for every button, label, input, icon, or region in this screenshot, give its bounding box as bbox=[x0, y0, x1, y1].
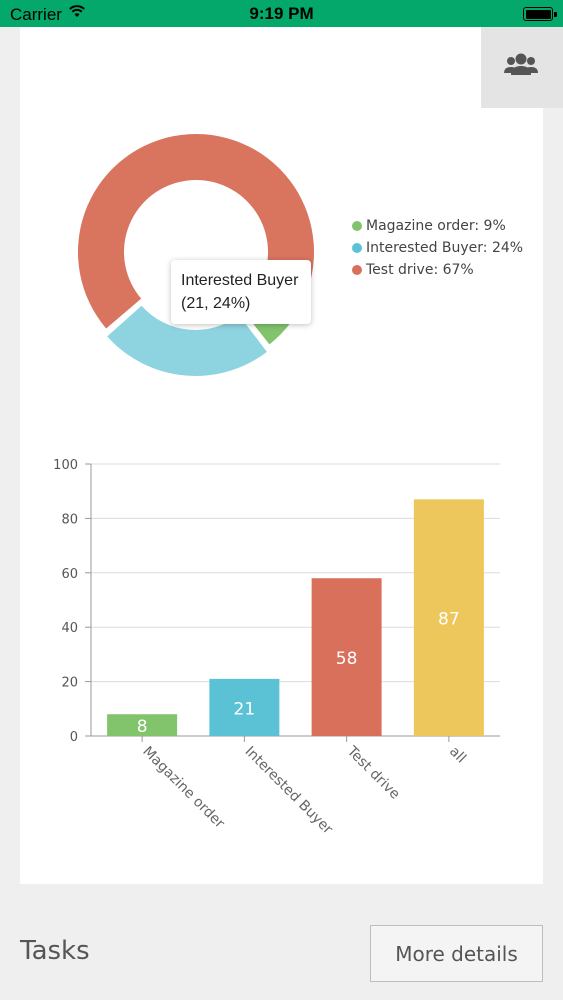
bar-value-label: 58 bbox=[336, 649, 358, 669]
y-tick-label: 0 bbox=[70, 730, 78, 745]
clock: 9:19 PM bbox=[249, 4, 314, 23]
x-tick-label: Magazine order bbox=[139, 744, 227, 832]
y-tick-label: 80 bbox=[61, 512, 78, 527]
tooltip-value: (21, 24%) bbox=[181, 295, 251, 312]
legend-dot bbox=[352, 243, 362, 253]
bar-all[interactable] bbox=[413, 499, 484, 736]
dashboard-card bbox=[20, 27, 543, 884]
tooltip-title: Interested Buyer bbox=[181, 272, 299, 289]
bar-test-drive[interactable] bbox=[311, 578, 382, 736]
legend-item-interested-buyer[interactable]: Interested Buyer: 24% bbox=[352, 237, 523, 259]
status-bar: Carrier 9:19 PM bbox=[0, 0, 563, 27]
y-tick-label: 40 bbox=[61, 621, 78, 636]
group-button[interactable] bbox=[481, 27, 563, 108]
bar-chart: 0 20 40 60 80 100 8 Magazine order 21 Interested … bbox=[53, 458, 500, 838]
x-tick-label: Interested Buyer bbox=[242, 744, 336, 838]
more-details-button[interactable]: More details bbox=[370, 925, 543, 982]
bar-magazine-order[interactable] bbox=[107, 714, 178, 736]
carrier-label: Carrier bbox=[10, 5, 62, 24]
bar-interested-buyer[interactable] bbox=[209, 678, 280, 736]
x-tick-label: Test drive bbox=[343, 743, 403, 803]
bar-value-label: 8 bbox=[137, 717, 148, 737]
legend-label: Magazine order: 9% bbox=[366, 218, 506, 234]
legend-label: Interested Buyer: 24% bbox=[366, 240, 524, 256]
y-tick-label: 60 bbox=[61, 567, 78, 582]
battery-icon bbox=[523, 7, 557, 21]
y-tick-label: 100 bbox=[53, 458, 78, 473]
donut-legend: Magazine order: 9% Interested Buyer: 24%… bbox=[352, 215, 523, 281]
legend-dot bbox=[352, 265, 362, 275]
wifi-icon bbox=[68, 4, 86, 23]
legend-item-test-drive[interactable]: Test drive: 67% bbox=[352, 259, 523, 281]
legend-item-magazine-order[interactable]: Magazine order: 9% bbox=[352, 215, 523, 237]
tasks-title: Tasks bbox=[20, 936, 90, 966]
donut-slice-test-drive[interactable] bbox=[78, 134, 315, 329]
group-icon bbox=[504, 53, 538, 75]
y-tick-label: 20 bbox=[61, 676, 78, 691]
bar-value-label: 21 bbox=[234, 699, 256, 719]
chart-tooltip: Interested Buyer (21, 24%) bbox=[171, 260, 311, 324]
legend-label: Test drive: 67% bbox=[366, 262, 474, 278]
x-tick-label: all bbox=[446, 744, 469, 767]
legend-dot bbox=[352, 221, 362, 231]
bar-value-label: 87 bbox=[438, 610, 460, 630]
